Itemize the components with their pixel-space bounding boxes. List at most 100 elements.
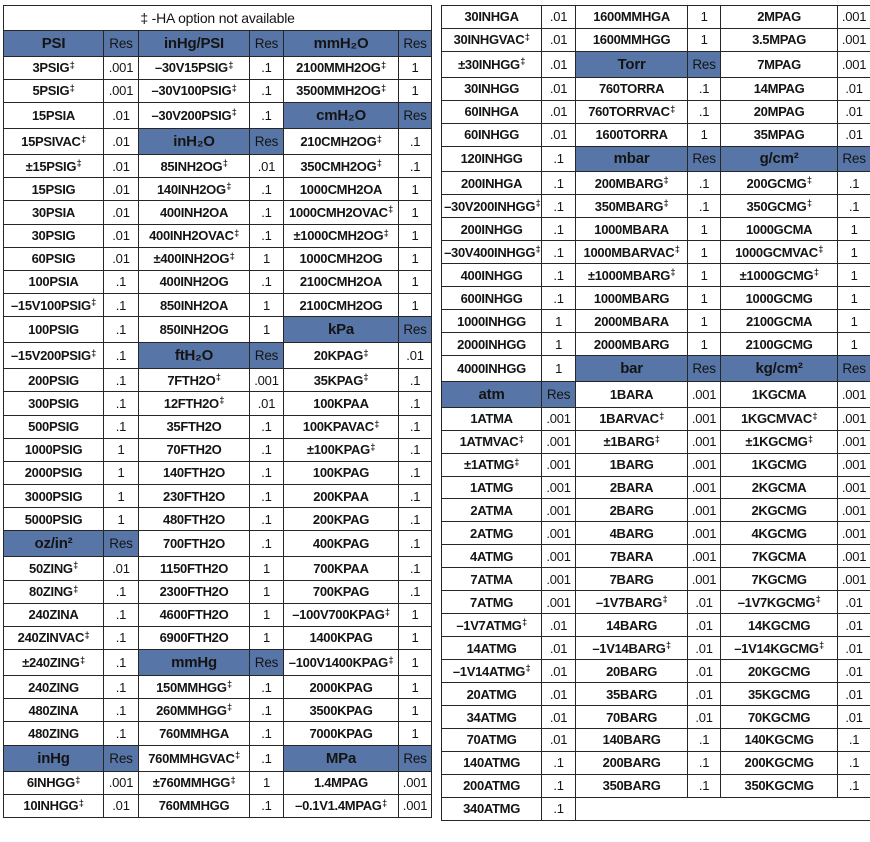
- resolution-value-cell: .1: [687, 773, 722, 798]
- dagger-footnote-mark: ‡: [363, 347, 369, 358]
- range-code-cell: 100KPAVAC‡: [283, 414, 399, 439]
- resolution-value-cell: .1: [249, 437, 284, 462]
- table-row: 1ATMG .001 2BARA .001 2KGCMA .001: [441, 475, 870, 500]
- table-row: ±240ZING‡ .1 mmHg Res –100V1400KPAG‡ 1: [3, 648, 433, 677]
- table-row: 30PSIG .01 400INH2OVAC‡ .1 ±1000CMH2OG‡ 1: [3, 223, 433, 248]
- table-row: 120INHGG .1 mbar Res g/cm² Res: [441, 145, 870, 173]
- resolution-value-cell: 1: [397, 246, 433, 271]
- range-code-cell: 60INHGA: [441, 99, 543, 124]
- resolution-value-cell: .001: [837, 380, 870, 408]
- table-row: 30INHGA .01 1600MMHGA 1 2MPAG .001: [441, 5, 870, 29]
- range-code-cell: 2ATMG: [441, 521, 543, 546]
- dagger-footnote-mark: ‡: [76, 158, 82, 169]
- dagger-footnote-mark: ‡: [813, 267, 819, 278]
- table-row: –30V400INHGG‡ .1 1000MBARVAC‡ 1 1000GCMVAC‡ 1: [441, 240, 870, 265]
- unit-section-header: mmHg: [138, 648, 250, 677]
- range-code-cell: 4KGCMG: [720, 521, 839, 546]
- resolution-value-cell: .001: [397, 770, 433, 795]
- unit-section-header: inH₂O: [138, 127, 250, 156]
- range-code-cell: 400INH2OVAC‡: [138, 223, 250, 248]
- res-column-header: Res: [541, 380, 577, 408]
- pressure-spec-tables: ‡ -HA option not available PSI Res inHg/PSI…: [2, 5, 870, 822]
- resolution-value-cell: .001: [837, 521, 870, 546]
- resolution-value-cell: 1: [687, 263, 722, 288]
- resolution-value-cell: .1: [837, 194, 870, 219]
- table-row: 1000INHGG 1 2000MBARA 1 2100GCMA 1: [441, 309, 870, 334]
- range-code-cell: 7BARA: [575, 544, 689, 569]
- range-code-cell: –1V7BARG‡: [575, 590, 689, 615]
- resolution-value-cell: .01: [837, 705, 870, 729]
- resolution-value-cell: 1: [249, 316, 284, 344]
- range-code-cell: 760MMHGG: [138, 793, 250, 819]
- table-row: 3000PSIG 1 230FTH2O .1 200KPAA .1: [3, 484, 433, 509]
- range-code-cell: 1400KPAG: [283, 625, 399, 651]
- range-code-cell: ±760MMHGG‡: [138, 770, 250, 795]
- resolution-value-cell: .01: [103, 127, 139, 156]
- resolution-value-cell: .1: [249, 200, 284, 225]
- resolution-value-cell: 1: [687, 122, 722, 147]
- res-column-header: Res: [397, 29, 433, 57]
- range-code-cell: 240ZING: [3, 675, 104, 700]
- dagger-footnote-mark: ‡: [670, 267, 676, 278]
- resolution-value-cell: 1: [687, 240, 722, 265]
- resolution-value-cell: .1: [103, 721, 139, 746]
- resolution-value-cell: 1: [397, 223, 433, 248]
- left-table-body: ‡ -HA option not available PSI Res inHg/PSI…: [2, 5, 433, 819]
- table-row: 200PSIG .1 7FTH2O‡ .001 35KPAG‡ .1: [3, 368, 433, 393]
- range-code-cell: 150MMHGG‡: [138, 675, 250, 700]
- dagger-footnote-mark: ‡: [370, 441, 376, 452]
- range-code-cell: 7ATMG: [441, 590, 543, 615]
- range-code-cell: 20KPAG‡: [283, 342, 399, 370]
- range-code-cell: 35FTH2O: [138, 414, 250, 439]
- range-code-cell: 10INHGG‡: [3, 793, 104, 819]
- range-code-cell: 30INHGG: [441, 76, 543, 101]
- resolution-value-cell: .1: [249, 269, 284, 294]
- resolution-value-cell: .01: [103, 154, 139, 179]
- resolution-value-cell: .1: [103, 342, 139, 370]
- range-code-cell: 60PSIG: [3, 246, 104, 271]
- resolution-value-cell: 1: [397, 269, 433, 294]
- resolution-value-cell: .01: [837, 682, 870, 707]
- resolution-value-cell: 1: [249, 602, 284, 627]
- dagger-footnote-mark: ‡: [80, 654, 85, 665]
- resolution-value-cell: .001: [687, 567, 722, 592]
- table-row: 15PSIG .01 140INH2OG‡ .1 1000CMH2OA 1: [3, 177, 433, 202]
- range-code-cell: 4ATMG: [441, 544, 543, 569]
- table-row: 2ATMA .001 2BARG .001 2KGCMG .001: [441, 498, 870, 523]
- table-row: 30INHGG .01 760TORRA .1 14MPAG .01: [441, 76, 870, 101]
- range-code-cell: ±400INH2OG‡: [138, 246, 250, 271]
- range-code-cell: 3000PSIG: [3, 484, 104, 509]
- dagger-footnote-mark: ‡: [385, 606, 390, 617]
- resolution-value-cell: 1: [249, 556, 284, 581]
- range-code-cell: 200PSIG: [3, 368, 104, 393]
- unit-section-header: kg/cm²: [720, 355, 839, 382]
- resolution-value-cell: .001: [103, 78, 139, 103]
- resolution-value-cell: .001: [837, 475, 870, 500]
- resolution-value-cell: .1: [397, 154, 433, 179]
- range-code-cell: 2MPAG: [720, 5, 839, 29]
- range-code-cell: 350BARG: [575, 773, 689, 798]
- dagger-footnote-mark: ‡: [382, 797, 387, 808]
- resolution-value-cell: .1: [249, 507, 284, 532]
- range-code-cell: 100PSIG: [3, 316, 104, 344]
- resolution-value-cell: .1: [103, 698, 139, 723]
- range-code-cell: 7MPAG: [720, 50, 839, 78]
- range-code-cell: 2000PSIG: [3, 460, 104, 486]
- range-code-cell: 7KGCMG: [720, 567, 839, 592]
- range-code-cell: 7BARG: [575, 567, 689, 592]
- resolution-value-cell: 1: [103, 484, 139, 509]
- dagger-footnote-mark: ‡: [219, 395, 225, 406]
- range-code-cell: 50ZING‡: [3, 556, 104, 581]
- range-code-cell: 200GCMG‡: [720, 171, 839, 196]
- resolution-value-cell: 1: [687, 309, 722, 334]
- table-row: ±30INHGG‡ .01 Torr Res 7MPAG .001: [441, 50, 870, 78]
- range-code-cell: 20KGCMG: [720, 659, 839, 684]
- range-code-cell: 30PSIA: [3, 200, 104, 225]
- resolution-value-cell: .001: [687, 429, 722, 454]
- pressure-ranges-table-right: 30INHGA .01 1600MMHGA 1 2MPAG .001 30INHGVAC‡.…: [441, 5, 870, 822]
- range-code-cell: 80ZING‡: [3, 579, 104, 604]
- range-code-cell: 2000MBARG: [575, 332, 689, 357]
- range-code-cell: 600INHGG: [441, 286, 543, 311]
- resolution-value-cell: .01: [541, 50, 577, 78]
- unit-section-header: mmH₂O: [283, 29, 399, 57]
